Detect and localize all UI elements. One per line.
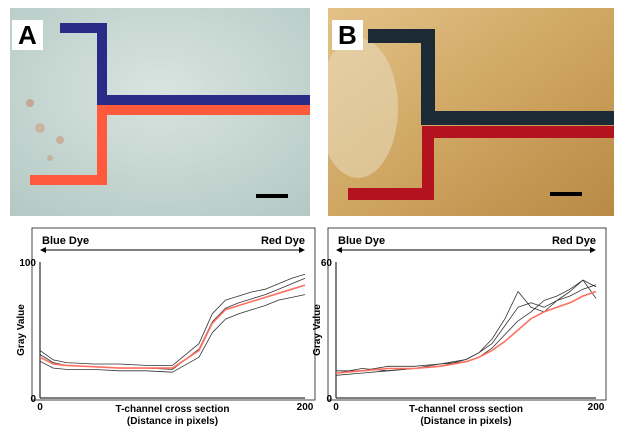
x-axis-label: (Distance in pixels) <box>420 416 511 427</box>
glare-spot <box>328 38 398 178</box>
panel-label-a: A <box>12 20 43 50</box>
chart-frame <box>31 227 316 401</box>
photo-panel-a <box>10 8 310 216</box>
y-axis-label: Gray Value <box>16 304 27 356</box>
debris-spot <box>35 123 45 133</box>
microchannel-photo-a <box>10 8 310 216</box>
x-axis-label: T-channel cross section <box>116 404 230 415</box>
blue-dye-label: Blue Dye <box>42 235 89 247</box>
y-tick-label: 0 <box>30 394 36 405</box>
red-dye-channel <box>30 105 310 185</box>
blue-dye-channel <box>368 29 614 125</box>
scale-bar <box>550 192 582 196</box>
blue-dye-channel <box>60 23 310 105</box>
debris-spot <box>47 155 53 161</box>
profile-line <box>39 294 306 373</box>
profile-line <box>39 277 306 370</box>
x-tick-label: 200 <box>297 402 314 413</box>
arrow-head-left <box>336 247 342 253</box>
y-tick-label: 60 <box>321 258 333 269</box>
chart-frame <box>327 227 607 401</box>
x-axis-label: T-channel cross section <box>409 404 523 415</box>
panel-label-b: B <box>332 20 363 50</box>
x-axis-label: (Distance in pixels) <box>127 416 218 427</box>
x-tick-label: 200 <box>588 402 605 413</box>
photo-panel-b <box>328 8 614 216</box>
red-dye-label: Red Dye <box>552 235 596 247</box>
debris-spot <box>56 136 64 144</box>
arrow-head-right <box>299 247 305 253</box>
arrow-head-left <box>40 247 46 253</box>
mean-profile-line <box>39 284 306 369</box>
microchannel-photo-b <box>328 8 614 216</box>
red-dye-channel <box>348 126 614 200</box>
profile-line <box>336 279 597 372</box>
red-dye-label: Red Dye <box>261 235 305 247</box>
blue-dye-label: Blue Dye <box>338 235 385 247</box>
y-tick-label: 100 <box>19 258 36 269</box>
x-tick-label: 0 <box>333 402 339 413</box>
profile-line <box>39 273 306 366</box>
y-axis-label: Gray Value <box>312 304 323 356</box>
arrow-head-right <box>590 247 596 253</box>
profile-line <box>335 284 597 376</box>
y-tick-label: 0 <box>326 394 332 405</box>
mean-profile-line <box>335 290 597 374</box>
scale-bar <box>256 194 288 198</box>
debris-spot <box>26 99 34 107</box>
x-tick-label: 0 <box>37 402 43 413</box>
